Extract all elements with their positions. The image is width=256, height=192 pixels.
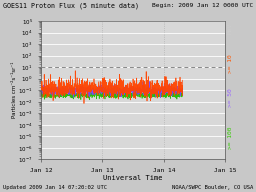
Text: Updated 2009 Jan 14 07:20:02 UTC: Updated 2009 Jan 14 07:20:02 UTC xyxy=(3,185,106,190)
Text: >= 100: >= 100 xyxy=(228,127,233,149)
Text: GOES11 Proton Flux (5 minute data): GOES11 Proton Flux (5 minute data) xyxy=(3,3,138,9)
Text: >= 50: >= 50 xyxy=(228,88,233,107)
Text: Begin: 2009 Jan 12 0000 UTC: Begin: 2009 Jan 12 0000 UTC xyxy=(152,3,253,8)
Text: NOAA/SWPC Boulder, CO USA: NOAA/SWPC Boulder, CO USA xyxy=(172,185,253,190)
Text: >= 10: >= 10 xyxy=(228,54,233,73)
Y-axis label: Particles cm⁻²s⁻¹sr⁻¹: Particles cm⁻²s⁻¹sr⁻¹ xyxy=(12,62,17,118)
Text: MeV: MeV xyxy=(228,23,233,34)
X-axis label: Universal Time: Universal Time xyxy=(103,175,163,181)
